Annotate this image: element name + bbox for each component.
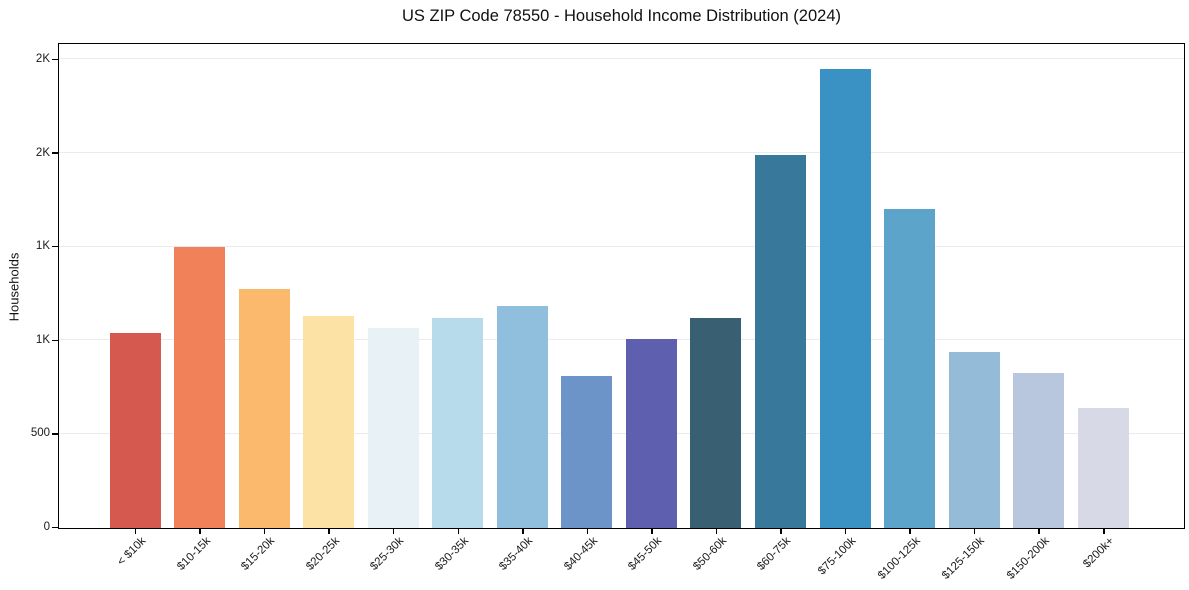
x-tick-label: $50-60k bbox=[691, 535, 729, 573]
bar-25-30k bbox=[367, 327, 419, 528]
y-tick-mark bbox=[52, 152, 58, 154]
bar-45-50k bbox=[625, 338, 677, 528]
x-tick-mark bbox=[780, 529, 782, 534]
y-axis-label: Households bbox=[6, 252, 22, 322]
bar-30-35k bbox=[432, 318, 484, 528]
x-tick-label: $40-45k bbox=[561, 535, 600, 573]
y-tick-mark bbox=[52, 526, 58, 529]
bar-10k bbox=[109, 333, 161, 528]
x-tick-mark bbox=[522, 529, 524, 534]
bar-10-15k bbox=[174, 247, 226, 528]
x-tick-label: $45-50k bbox=[626, 535, 665, 573]
y-tick-mark bbox=[52, 433, 58, 435]
y-tick-mark bbox=[52, 339, 58, 342]
x-tick-label: $200k+ bbox=[1080, 535, 1117, 571]
bar-60-75k bbox=[755, 154, 806, 528]
bar-200k+ bbox=[1077, 408, 1129, 528]
gridline bbox=[59, 58, 1184, 60]
bar-125-150k bbox=[948, 352, 1000, 528]
x-tick-mark bbox=[651, 529, 653, 534]
x-tick-label: $150-200k bbox=[1004, 535, 1052, 582]
gridline bbox=[59, 152, 1184, 154]
x-tick-mark bbox=[457, 529, 459, 534]
gridline bbox=[59, 245, 1184, 247]
x-tick-mark bbox=[134, 529, 137, 534]
bar-100-125k bbox=[884, 208, 936, 528]
x-tick-label: $125-150k bbox=[940, 535, 988, 582]
y-tick-label: 500 bbox=[30, 427, 50, 440]
x-tick-mark bbox=[199, 529, 201, 534]
bar-150-200k bbox=[1013, 372, 1065, 528]
x-tick-mark bbox=[909, 529, 911, 534]
bar-35-40k bbox=[496, 306, 548, 528]
gridline bbox=[59, 432, 1184, 434]
y-tick-label: 2K bbox=[35, 146, 50, 159]
y-tick-label: 0 bbox=[43, 521, 50, 533]
x-tick-mark bbox=[715, 529, 718, 534]
x-tick-label: $20-25k bbox=[303, 535, 342, 573]
x-tick-mark bbox=[328, 529, 330, 534]
x-tick-label: $15-20k bbox=[239, 535, 278, 573]
x-tick-label: $30-35k bbox=[432, 535, 471, 573]
chart-title: US ZIP Code 78550 - Household Income Dis… bbox=[401, 7, 841, 25]
x-tick-label: $25-30k bbox=[368, 535, 407, 573]
plot-area bbox=[58, 43, 1185, 529]
x-tick-label: < $10k bbox=[114, 535, 148, 569]
x-tick-mark bbox=[586, 529, 589, 534]
x-tick-mark bbox=[1103, 529, 1105, 534]
x-tick-mark bbox=[392, 529, 395, 534]
x-tick-label: $35-40k bbox=[497, 535, 536, 573]
y-tick-mark bbox=[52, 245, 58, 248]
y-tick-label: 1K bbox=[35, 333, 50, 346]
y-tick-mark bbox=[52, 58, 58, 61]
x-tick-label: $60-75k bbox=[755, 535, 794, 573]
x-tick-mark bbox=[973, 529, 976, 534]
bar-40-45k bbox=[561, 376, 613, 528]
x-tick-label: $10-15k bbox=[174, 535, 213, 573]
y-tick-label: 1K bbox=[35, 240, 50, 253]
x-tick-mark bbox=[263, 529, 266, 534]
x-tick-mark bbox=[1038, 529, 1040, 534]
x-tick-label: $100-125k bbox=[875, 535, 923, 582]
x-tick-mark bbox=[844, 529, 847, 534]
bar-75-100k bbox=[819, 69, 871, 528]
y-tick-label: 2K bbox=[35, 52, 50, 65]
x-tick-label: $75-100k bbox=[815, 535, 859, 578]
bar-20-25k bbox=[303, 315, 355, 528]
gridline bbox=[59, 339, 1184, 341]
bar-15-20k bbox=[238, 289, 290, 528]
bar-50-60k bbox=[690, 318, 742, 528]
